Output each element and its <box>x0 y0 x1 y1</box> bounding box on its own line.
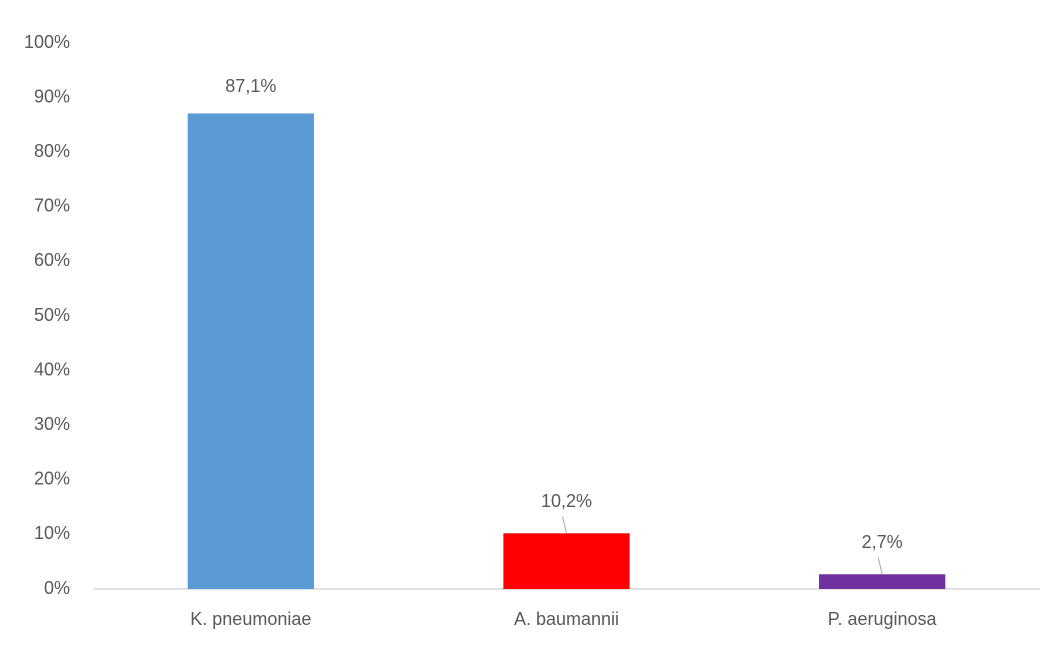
x-tick-label: A. baumannii <box>514 609 619 629</box>
y-tick-label: 100% <box>24 32 70 52</box>
leader-line <box>877 557 883 575</box>
y-tick-label: 30% <box>34 414 70 434</box>
data-label: 2,7% <box>862 532 903 552</box>
y-tick-label: 20% <box>34 469 70 489</box>
x-tick-label: P. aeruginosa <box>828 609 938 629</box>
bar <box>187 113 314 590</box>
y-tick-label: 90% <box>34 86 70 106</box>
y-tick-label: 40% <box>34 359 70 379</box>
y-tick-label: 50% <box>34 305 70 325</box>
bar <box>819 574 946 589</box>
y-tick-label: 10% <box>34 523 70 543</box>
y-tick-label: 80% <box>34 141 70 161</box>
x-tick-label: K. pneumoniae <box>190 609 311 629</box>
data-label: 10,2% <box>541 491 592 511</box>
y-tick-label: 0% <box>44 578 70 598</box>
data-label: 87,1% <box>225 76 276 96</box>
bar <box>503 533 630 589</box>
leader-line <box>562 516 567 534</box>
y-tick-label: 70% <box>34 196 70 216</box>
y-tick-label: 60% <box>34 250 70 270</box>
